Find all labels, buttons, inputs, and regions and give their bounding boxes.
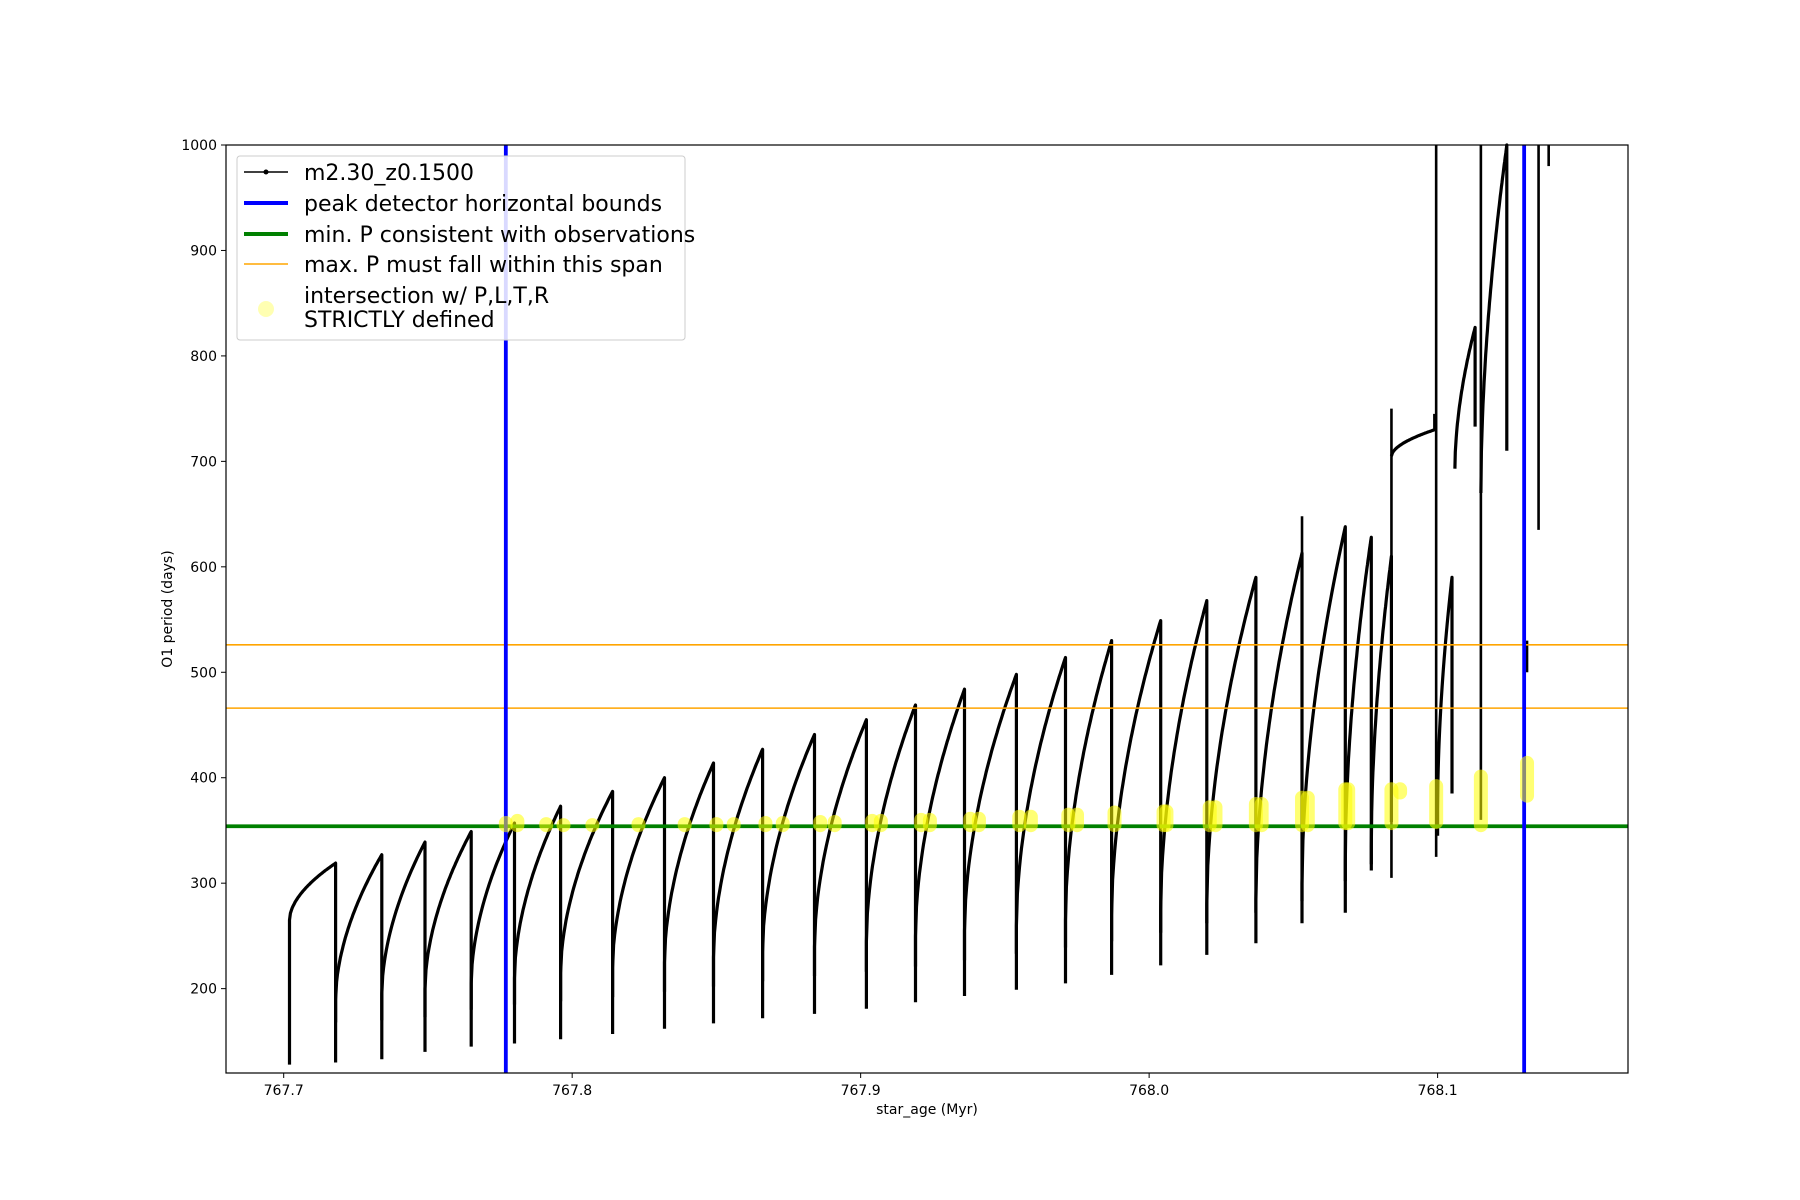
series-cycle-10 [711, 747, 765, 1024]
y-tick-label-7: 800 [190, 349, 217, 365]
series-cycle-20 [1205, 575, 1258, 955]
series-layer [287, 143, 1550, 1065]
x-tick-label-1: 767.7 [264, 1083, 304, 1099]
y-tick-label-1: 200 [190, 982, 217, 998]
series-cycle-22 [1300, 525, 1347, 924]
intersection-marker-1 [498, 816, 513, 833]
intersection-marker-34 [1341, 782, 1356, 831]
legend-handle-series-marker [263, 169, 269, 175]
intersection-marker-7 [677, 817, 692, 833]
series-cycle-27 [1453, 325, 1477, 469]
x-tick-label-5: 768.1 [1418, 1083, 1458, 1099]
y-tick-label-2: 300 [190, 876, 217, 892]
intersection-marker-39 [1520, 755, 1535, 803]
intersection-marker-6 [631, 817, 646, 833]
intersection-marker-24 [1107, 805, 1122, 833]
series-cycle-13 [864, 703, 918, 1009]
series-cycle-23 [1343, 535, 1373, 913]
series-cycle-3 [380, 840, 427, 1060]
y-tick-label-5: 600 [190, 560, 217, 576]
legend-label-5-line-2: STRICTLY defined [304, 308, 495, 333]
legend-label-5-line-1: intersection w/ P,L,T,R [304, 284, 549, 309]
intersection-marker-10 [758, 816, 773, 833]
legend-label-5: intersection w/ P,L,T,R STRICTLY defined [304, 284, 549, 333]
series-cycle-25 [1389, 413, 1437, 457]
legend-label-3: min. P consistent with observations [304, 223, 695, 248]
intersection-marker-3 [539, 817, 554, 833]
legend-box [236, 155, 686, 341]
intersection-marker-30 [1254, 797, 1269, 833]
series-cycle-24 [1369, 554, 1393, 865]
y-tick-label-8: 900 [190, 243, 217, 259]
legend-label-1: m2.30_z0.1500 [304, 161, 474, 186]
intersection-marker-26 [1159, 804, 1174, 833]
intersection-layer [498, 755, 1535, 833]
series-cycle-7 [559, 789, 615, 1040]
intersection-marker-13 [827, 814, 842, 833]
x-tick-label-3: 767.9 [841, 1083, 881, 1099]
intersection-marker-37 [1429, 779, 1444, 830]
x-axis-label: star_age (Myr) [876, 1102, 978, 1118]
legend-label-4: max. P must fall within this span [304, 253, 663, 278]
intersection-marker-8 [709, 817, 724, 833]
intersection-marker-17 [922, 812, 937, 833]
y-tick-label-4: 500 [190, 665, 217, 681]
y-ticks: 200 300 400 500 600 700 800 900 1000 [181, 138, 226, 998]
series-cycle-1 [287, 861, 338, 1065]
y-tick-label-9: 1000 [181, 138, 217, 154]
intersection-marker-20 [1012, 809, 1027, 833]
intersection-marker-19 [971, 811, 986, 833]
series-cycle-8 [611, 776, 667, 1034]
series-cycle-19 [1159, 599, 1209, 966]
intersection-marker-4 [556, 818, 571, 833]
x-tick-label-2: 767.8 [552, 1083, 592, 1099]
intersection-marker-28 [1208, 800, 1223, 833]
y-axis-label: O1 period (days) [160, 550, 176, 667]
intersection-marker-15 [873, 813, 888, 833]
legend-label-2: peak detector horizontal bounds [304, 192, 662, 217]
intersection-marker-23 [1070, 807, 1085, 833]
series-cycle-12 [812, 718, 868, 1014]
series-cycle-15 [962, 672, 1018, 996]
intersection-marker-11 [775, 816, 790, 833]
intersection-marker-38 [1473, 769, 1488, 833]
y-tick-label-3: 400 [190, 771, 217, 787]
series-cycle-26 [1436, 575, 1454, 836]
intersection-marker-2 [510, 813, 525, 833]
intersection-marker-32 [1300, 790, 1315, 833]
series-cycle-28 [1479, 143, 1509, 494]
y-tick-label-6: 700 [190, 454, 217, 470]
intersection-marker-21 [1023, 809, 1038, 833]
series-cycle-14 [913, 687, 967, 1003]
intersection-marker-9 [726, 817, 741, 833]
series-cycle-21 [1254, 551, 1304, 944]
intersection-marker-5 [585, 818, 600, 833]
plot-frame [225, 144, 1629, 1074]
series-cycle-2 [334, 853, 384, 1063]
x-tick-label-4: 768.0 [1129, 1083, 1169, 1099]
series-cycle-5 [469, 821, 517, 1047]
series-cycle-6 [512, 804, 563, 1044]
series-cycle-4 [423, 829, 473, 1052]
intersection-marker-36 [1393, 782, 1408, 800]
legend-handle-intersection [258, 301, 274, 317]
series-cycle-11 [761, 732, 817, 1019]
intersection-marker-12 [813, 814, 828, 833]
x-ticks: 767.7 767.8 767.9 768.0 768.1 [264, 1073, 1458, 1099]
